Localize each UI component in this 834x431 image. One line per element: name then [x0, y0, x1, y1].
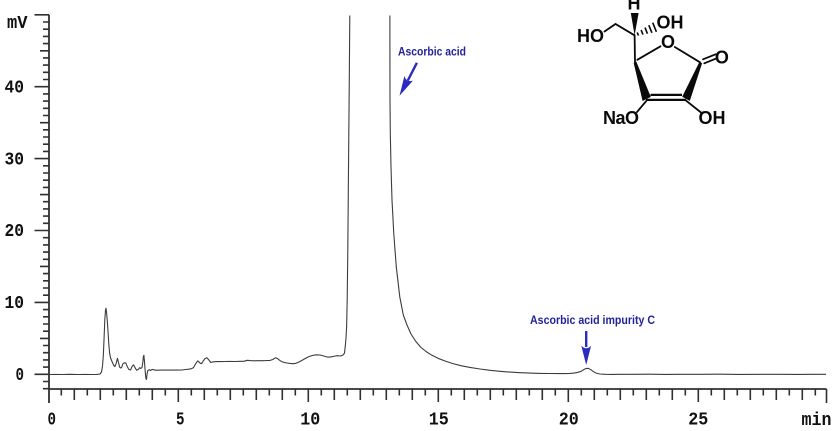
svg-text:0: 0: [48, 410, 57, 426]
svg-text:10: 10: [300, 410, 320, 426]
svg-text:OH: OH: [699, 108, 726, 128]
svg-text:HO: HO: [577, 26, 604, 46]
svg-text:mV: mV: [7, 14, 28, 34]
svg-text:0: 0: [16, 366, 25, 386]
svg-text:NaO: NaO: [603, 108, 639, 128]
svg-text:5: 5: [176, 410, 185, 426]
svg-text:30: 30: [5, 150, 25, 170]
svg-text:20: 20: [559, 410, 579, 426]
svg-text:O: O: [661, 32, 675, 52]
svg-text:Ascorbic acid: Ascorbic acid: [398, 46, 466, 58]
svg-text:20: 20: [5, 222, 25, 242]
svg-text:H: H: [628, 0, 641, 13]
svg-text:25: 25: [688, 410, 708, 426]
svg-text:15: 15: [429, 410, 449, 426]
svg-text:Ascorbic acid impurity C: Ascorbic acid impurity C: [530, 315, 655, 327]
svg-text:10: 10: [5, 294, 25, 314]
svg-text:40: 40: [5, 78, 25, 98]
svg-text:O: O: [715, 47, 729, 67]
svg-text:min: min: [802, 411, 832, 426]
svg-text:OH: OH: [657, 12, 684, 32]
